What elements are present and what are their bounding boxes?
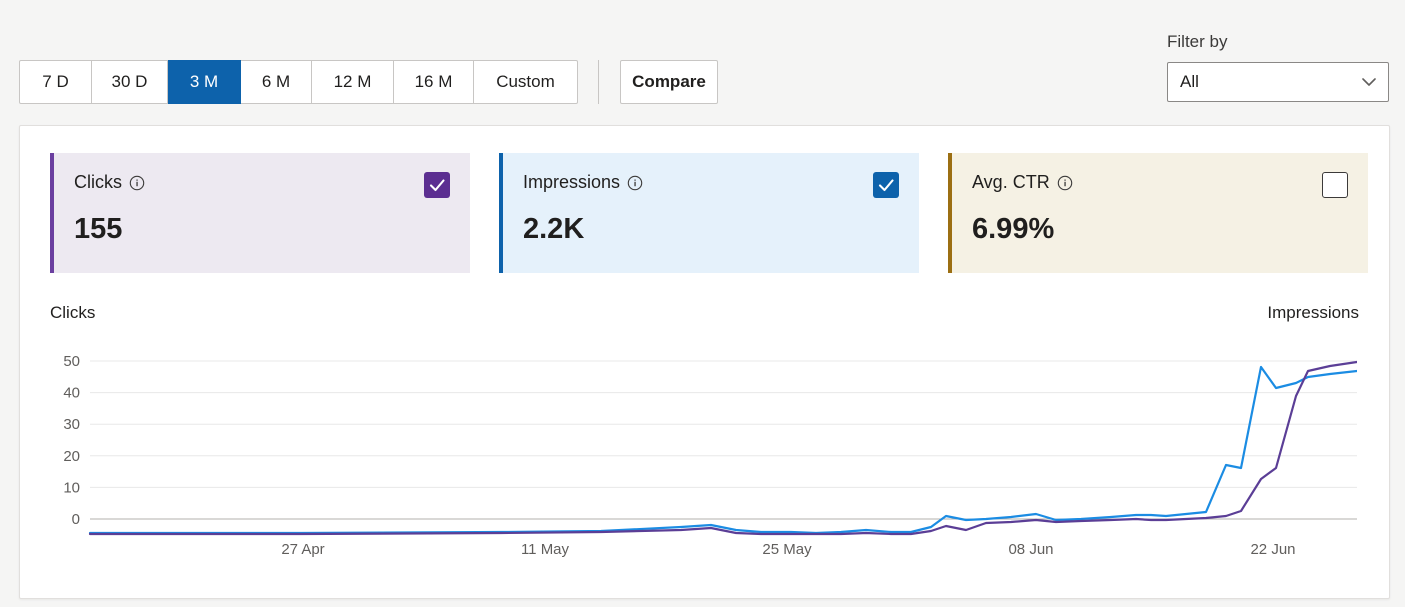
svg-text:11 May: 11 May <box>521 541 570 558</box>
svg-text:22 Jun: 22 Jun <box>1250 541 1295 558</box>
svg-text:30: 30 <box>63 416 80 433</box>
svg-text:0: 0 <box>72 511 80 528</box>
svg-text:20: 20 <box>63 448 80 465</box>
svg-text:25 May: 25 May <box>762 541 812 558</box>
svg-text:08 Jun: 08 Jun <box>1008 541 1053 558</box>
svg-text:27 Apr: 27 Apr <box>281 541 324 558</box>
svg-text:10: 10 <box>63 479 80 496</box>
svg-text:50: 50 <box>63 353 80 370</box>
svg-text:40: 40 <box>63 385 80 402</box>
